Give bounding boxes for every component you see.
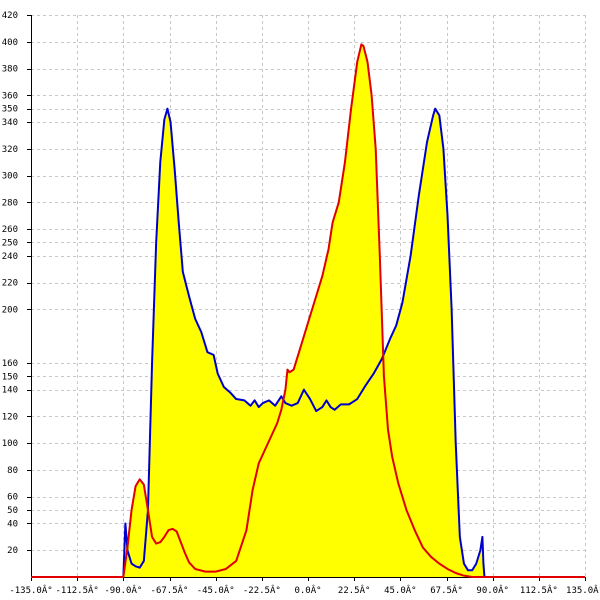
series-lines (31, 43, 585, 578)
series-1-area (123, 108, 485, 578)
y-tick-label: 200 (2, 305, 18, 315)
y-tick-label: 360 (2, 91, 18, 101)
tick-labels: -135.0Â° -112.5Â° -90.0Â° -67.5Â° -45.0Â° -22… (2, 11, 600, 596)
x-tick-label: -112.5Â° (55, 584, 98, 596)
y-tick-label: 380 (2, 65, 18, 75)
y-tick-label: 260 (2, 225, 18, 235)
x-tick-label: 90.0Â° (476, 584, 509, 596)
y-tick-label: 20 (7, 546, 18, 556)
y-tick-label: 220 (2, 279, 18, 289)
x-tick-label: -67.5Â° (151, 584, 189, 596)
x-tick-label: 45.0Â° (384, 584, 417, 596)
x-tick-label: 67.5Â° (430, 584, 463, 596)
y-tick-label: 350 (2, 105, 18, 115)
series-2-line (31, 43, 585, 578)
x-tick-label: 112.5Â° (520, 584, 558, 596)
y-tick-label: 120 (2, 412, 18, 422)
y-tick-label: 160 (2, 359, 18, 369)
y-tick-label: 250 (2, 238, 18, 248)
y-tick-label: 140 (2, 386, 18, 396)
x-tick-label: -45.0Â° (197, 584, 235, 596)
y-tick-label: 150 (2, 372, 18, 382)
area-fill (31, 44, 585, 578)
series-1-line (122, 107, 486, 578)
x-tick-label: -90.0Â° (104, 584, 142, 596)
x-tick-label: -135.0Â° (9, 584, 52, 596)
y-tick-label: 100 (2, 439, 18, 449)
y-tick-label: 340 (2, 118, 18, 128)
x-tick-label: -22.5Â° (243, 584, 281, 596)
y-tick-label: 300 (2, 172, 18, 182)
y-tick-label: 80 (7, 466, 18, 476)
x-tick-label: 0.0Â° (294, 584, 321, 596)
y-tick-label: 280 (2, 198, 18, 208)
x-tick-label: 22.5Â° (338, 584, 371, 596)
y-tick-label: 320 (2, 145, 18, 155)
y-tick-label: 60 (7, 493, 18, 503)
y-tick-label: 40 (7, 519, 18, 529)
y-tick-label: 240 (2, 252, 18, 262)
y-tick-label: 420 (2, 11, 18, 21)
y-tick-label: 50 (7, 506, 18, 516)
x-tick-label: 135.0Â° (566, 584, 600, 596)
y-tick-label: 400 (2, 38, 18, 48)
series-2-area (31, 44, 585, 577)
